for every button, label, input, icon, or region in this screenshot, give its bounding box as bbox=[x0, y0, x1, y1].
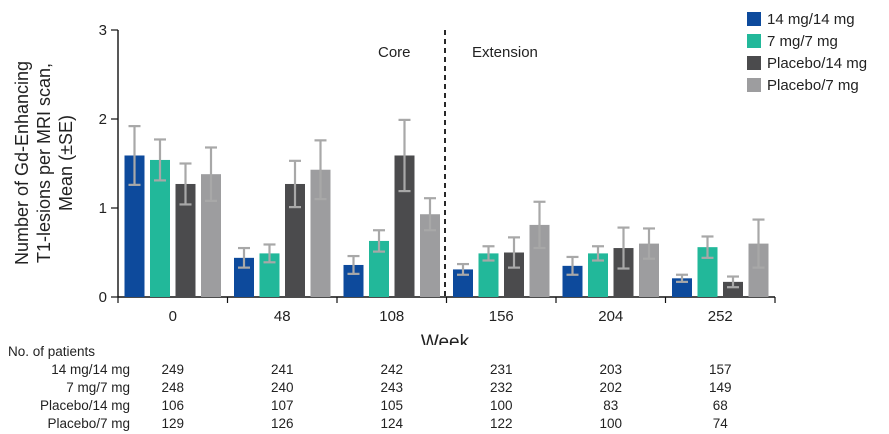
patients-count: 202 bbox=[599, 380, 623, 395]
bar bbox=[748, 243, 769, 297]
bars-group bbox=[124, 155, 769, 297]
y-axis: 0 1 2 3 bbox=[99, 22, 119, 306]
y-tick-label: 2 bbox=[99, 111, 107, 128]
bar bbox=[588, 253, 608, 297]
x-tick-label: 252 bbox=[708, 308, 733, 325]
bar bbox=[259, 253, 280, 297]
patients-count: 105 bbox=[380, 398, 404, 413]
patients-count: 203 bbox=[599, 362, 623, 377]
patients-count: 74 bbox=[712, 416, 728, 431]
bar bbox=[201, 174, 221, 297]
x-tick-label: 48 bbox=[274, 308, 291, 325]
patients-count: 149 bbox=[708, 380, 732, 395]
patients-count: 107 bbox=[270, 398, 294, 413]
patients-count: 248 bbox=[161, 380, 185, 395]
bar bbox=[639, 243, 659, 297]
x-axis-label: Week bbox=[421, 332, 470, 345]
patients-row: Placebo/14 mg 106 107 105 100 83 68 bbox=[0, 398, 889, 416]
y-axis-label-line: T1-lesions per MRI scan, bbox=[34, 63, 54, 263]
patients-count: 231 bbox=[489, 362, 513, 377]
bar bbox=[723, 281, 743, 297]
y-tick-label: 1 bbox=[99, 200, 107, 217]
phase-label-core: Core bbox=[378, 44, 411, 61]
y-axis-label: Number of Gd-Enhancing T1-lesions per MRI… bbox=[12, 61, 76, 265]
patients-row-label: Placebo/7 mg bbox=[47, 416, 130, 431]
legend: 14 mg/14 mg 7 mg/7 mg Placebo/14 mg Placebo… bbox=[747, 11, 867, 94]
patients-row: Placebo/7 mg 129 126 124 122 100 74 bbox=[0, 416, 889, 434]
y-axis-label-line: Mean (±SE) bbox=[56, 115, 76, 211]
legend-swatch bbox=[747, 56, 761, 70]
legend-swatch bbox=[747, 78, 761, 92]
bar bbox=[672, 278, 692, 297]
y-tick-label: 0 bbox=[99, 289, 107, 306]
patients-count: 126 bbox=[270, 416, 294, 431]
bar bbox=[697, 247, 718, 297]
patients-count: 157 bbox=[708, 362, 732, 377]
patients-table: No. of patients 14 mg/14 mg 249 241 242 231 2… bbox=[0, 340, 889, 433]
y-axis-label-line: Number of Gd-Enhancing bbox=[12, 61, 32, 265]
patients-row-label: 7 mg/7 mg bbox=[66, 380, 130, 395]
bar bbox=[124, 155, 145, 297]
bar bbox=[478, 253, 499, 297]
bar bbox=[285, 183, 305, 297]
bar bbox=[562, 265, 583, 297]
bar bbox=[175, 183, 196, 297]
bar bbox=[150, 159, 170, 297]
patients-count: 68 bbox=[712, 398, 728, 413]
patients-count: 249 bbox=[161, 362, 185, 377]
bar bbox=[453, 269, 473, 297]
legend-label: Placebo/7 mg bbox=[767, 77, 859, 94]
legend-label: 7 mg/7 mg bbox=[767, 33, 838, 50]
patients-count: 232 bbox=[489, 380, 513, 395]
patients-count: 240 bbox=[270, 380, 294, 395]
phase-label-extension: Extension bbox=[472, 44, 538, 61]
patients-row: 7 mg/7 mg 248 240 243 232 202 149 bbox=[0, 380, 889, 398]
patients-row: 14 mg/14 mg 249 241 242 231 203 157 bbox=[0, 362, 889, 380]
bar bbox=[504, 252, 524, 297]
bar bbox=[613, 248, 634, 297]
patients-count: 106 bbox=[161, 398, 185, 413]
x-tick-label: 204 bbox=[598, 308, 623, 325]
x-tick-label: 108 bbox=[379, 308, 404, 325]
bar bbox=[310, 169, 331, 297]
legend-label: Placebo/14 mg bbox=[767, 55, 867, 72]
patients-count: 100 bbox=[599, 416, 623, 431]
bar bbox=[369, 240, 389, 297]
patients-table-title: No. of patients bbox=[8, 344, 96, 359]
legend-swatch bbox=[747, 34, 761, 48]
patients-count: 100 bbox=[489, 398, 513, 413]
bar-chart: Number of Gd-Enhancing T1-lesions per MRI… bbox=[12, 11, 867, 345]
patients-count: 122 bbox=[489, 416, 513, 431]
error-bars-group bbox=[128, 118, 765, 289]
legend-label: 14 mg/14 mg bbox=[767, 11, 855, 28]
patients-count: 129 bbox=[161, 416, 185, 431]
legend-swatch bbox=[747, 12, 761, 26]
bar bbox=[420, 214, 440, 297]
patients-count: 124 bbox=[380, 416, 404, 431]
patients-count: 241 bbox=[270, 362, 294, 377]
patients-count: 243 bbox=[380, 380, 404, 395]
x-tick-label: 0 bbox=[169, 308, 177, 325]
patients-count: 83 bbox=[603, 398, 619, 413]
y-tick-label: 3 bbox=[99, 22, 107, 39]
bar bbox=[529, 224, 550, 297]
x-axis: 0 48 108 156 204 252 bbox=[117, 296, 776, 325]
patients-row-label: 14 mg/14 mg bbox=[51, 362, 130, 377]
x-tick-label: 156 bbox=[489, 308, 514, 325]
patients-count: 242 bbox=[380, 362, 404, 377]
patients-row-label: Placebo/14 mg bbox=[39, 398, 130, 413]
